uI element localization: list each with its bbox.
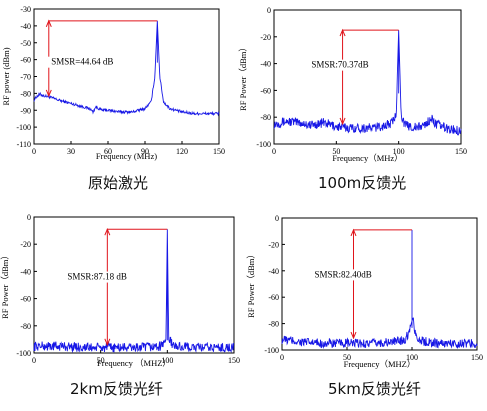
x-tick-label: 50 xyxy=(97,356,105,365)
smsr-arrow-up xyxy=(339,28,346,37)
x-tick-label: 50 xyxy=(343,353,351,362)
series-trace xyxy=(273,30,462,136)
y-tick-label: -40 xyxy=(20,22,31,31)
smsr-arrow-down xyxy=(350,331,357,340)
smsr-label: SMSR:87.18 dB xyxy=(67,272,127,282)
series-trace xyxy=(33,229,235,354)
y-tick-label: -80 xyxy=(20,322,31,331)
x-tick-label: 60 xyxy=(104,147,112,156)
chart-5km-feedback-fiber: -100 -80 -60 -40 -20 0 0 50 100 150 Frequency（MHZ）… xyxy=(246,214,483,369)
y-tick-label: -100 xyxy=(256,140,271,149)
x-tick-label: 100 xyxy=(393,147,405,156)
chart-100m-feedback: -100 -80 -60 -40 -20 0 0 50 100 150 Frequency（MHz）… xyxy=(238,6,467,163)
y-tick-label: -60 xyxy=(268,293,279,302)
smsr-bracket xyxy=(342,29,399,124)
x-tick-label: 0 xyxy=(32,356,36,365)
y-tick-label: -40 xyxy=(268,267,279,276)
x-tick-label: 50 xyxy=(332,147,340,156)
x-axis-label: Frequency (MHz) xyxy=(96,151,157,161)
x-tick-label: 100 xyxy=(161,356,173,365)
y-tick-label: -80 xyxy=(260,113,271,122)
y-tick-label: -80 xyxy=(20,89,31,98)
y-tick-label: -90 xyxy=(20,106,31,115)
x-tick-label: 0 xyxy=(32,147,36,156)
chart-original-laser: -110 -100 -90 -80 -70 -60 -50 -40 -30 0 30 60 90 120 1… xyxy=(1,5,225,161)
x-tick-label: 100 xyxy=(406,353,418,362)
smsr-label-gap xyxy=(339,59,346,71)
x-tick-label: 120 xyxy=(176,147,188,156)
smsr-label-gap xyxy=(45,56,52,68)
y-tick-label: -80 xyxy=(268,320,279,329)
series-trace xyxy=(33,20,220,117)
smsr-label: SMSR:82.40dB xyxy=(315,269,372,279)
plot-frame xyxy=(273,9,462,145)
x-axis-label: Frequency（MHZ） xyxy=(344,359,416,369)
plot-frame xyxy=(281,217,478,351)
y-tick-label: -50 xyxy=(20,39,31,48)
y-tick-label: 0 xyxy=(275,214,279,223)
smsr-bracket xyxy=(106,228,168,345)
smsr-arrow-down xyxy=(104,338,111,347)
x-tick-label: 30 xyxy=(67,147,75,156)
smsr-arrow-down xyxy=(339,117,346,126)
caption-original-laser: 原始激光 xyxy=(88,174,149,192)
x-axis-label: Frequency（MHz） xyxy=(332,153,402,163)
smsr-label-gap xyxy=(104,271,111,283)
y-tick-label: -100 xyxy=(16,349,31,358)
y-axis-label: RF power (dBm) xyxy=(1,47,11,105)
plot-frame xyxy=(33,216,235,354)
x-tick-label: 90 xyxy=(141,147,149,156)
smsr-label: SMSR:70.37dB xyxy=(311,60,368,70)
smsr-label: SMSR=44.64 dB xyxy=(51,57,113,67)
x-tick-label: 150 xyxy=(471,353,483,362)
y-axis-label: RF Power（dBm） xyxy=(246,250,256,318)
y-tick-label: -70 xyxy=(20,73,31,82)
y-tick-label: -20 xyxy=(20,240,31,249)
x-tick-label: 0 xyxy=(280,353,284,362)
y-tick-label: -60 xyxy=(20,56,31,65)
y-tick-label: 0 xyxy=(267,6,271,15)
x-tick-label: 0 xyxy=(272,147,276,156)
caption-100m-feedback: 100m反馈光 xyxy=(318,174,407,192)
y-axis-label: RF Power（dBm） xyxy=(238,43,248,111)
caption-2km-feedback-fiber: 2km反馈光纤 xyxy=(70,380,163,398)
caption-5km-feedback-fiber: 5km反馈光纤 xyxy=(328,380,421,398)
y-tick-label: -40 xyxy=(260,60,271,69)
smsr-arrow-down xyxy=(45,89,52,98)
y-tick-label: 0 xyxy=(27,213,31,222)
y-tick-label: -30 xyxy=(20,5,31,14)
x-tick-label: 150 xyxy=(455,147,467,156)
smsr-arrow-up xyxy=(350,228,357,237)
y-tick-label: -60 xyxy=(260,86,271,95)
y-tick-label: -60 xyxy=(20,295,31,304)
series-trace xyxy=(281,229,478,349)
smsr-arrow-up xyxy=(104,227,111,236)
y-tick-label: -100 xyxy=(264,346,279,355)
y-axis-label: RF Power（dBm） xyxy=(0,251,10,319)
x-tick-label: 150 xyxy=(228,356,240,365)
smsr-label-gap xyxy=(350,269,357,281)
y-tick-label: -20 xyxy=(268,240,279,249)
plot-frame xyxy=(33,8,220,145)
y-tick-label: -20 xyxy=(260,33,271,42)
smsr-arrow-up xyxy=(45,19,52,28)
y-tick-label: -110 xyxy=(17,140,31,149)
x-axis-label: Frequency （MHZ） xyxy=(97,358,171,368)
y-tick-label: -100 xyxy=(16,123,31,132)
x-tick-label: 150 xyxy=(213,147,225,156)
y-tick-label: -40 xyxy=(20,267,31,276)
chart-2km-feedback-fiber: -100 -80 -60 -40 -20 0 0 50 100 150 Frequency （MHZ… xyxy=(0,213,240,368)
smsr-bracket xyxy=(353,229,412,339)
